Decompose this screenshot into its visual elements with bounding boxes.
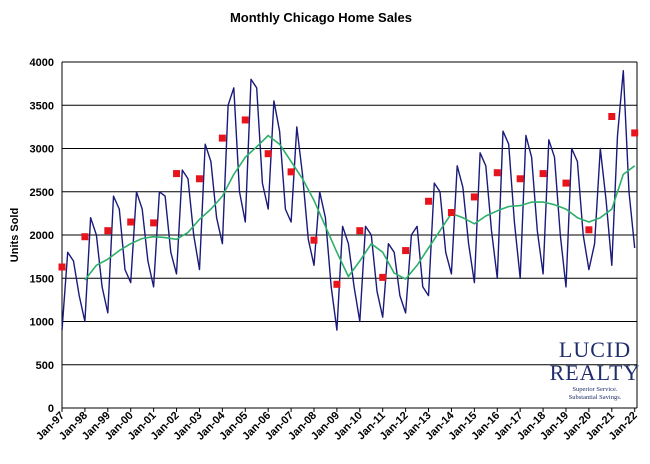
annual-marker-0 (58, 263, 66, 271)
annual-marker-6 (195, 175, 203, 183)
logo-line1: LUCID (559, 337, 631, 362)
annual-marker-13 (356, 227, 364, 235)
annual-marker-24 (608, 112, 616, 120)
y-tick-label-5: 2500 (30, 187, 54, 199)
annual-marker-14 (379, 273, 387, 281)
chart-title: Monthly Chicago Home Sales (230, 10, 412, 25)
lucid-realty-logo: LUCID REALTY Superior Service. Substanti… (550, 337, 641, 401)
annual-marker-5 (173, 170, 181, 178)
annual-marker-3 (127, 218, 135, 226)
y-tick-label-0: 0 (48, 403, 54, 415)
annual-marker-8 (241, 116, 249, 124)
logo-tagline1: Superior Service. (572, 386, 618, 393)
annual-marker-25 (631, 129, 639, 137)
moving-average-line (84, 134, 636, 281)
annual-marker-17 (447, 209, 455, 217)
annual-marker-19 (493, 169, 501, 177)
y-tick-label-4: 2000 (30, 230, 54, 242)
logo-tagline2: Substantial Savings. (569, 394, 622, 401)
annual-marker-15 (402, 247, 410, 255)
y-tick-label-2: 1000 (30, 317, 54, 329)
annual-marker-2 (104, 227, 112, 235)
y-tick-label-1: 500 (36, 360, 54, 372)
annual-marker-18 (470, 193, 478, 201)
annual-marker-4 (150, 219, 158, 227)
y-axis-label: Units Sold (9, 208, 21, 262)
annual-marker-1 (81, 233, 89, 241)
series-group (61, 69, 636, 331)
annual-marker-10 (287, 168, 295, 176)
logo-line2: REALTY (550, 360, 641, 385)
annual-marker-21 (539, 170, 547, 178)
y-tick-label-8: 4000 (30, 57, 54, 69)
annual-marker-9 (264, 150, 272, 158)
annual-markers (58, 112, 639, 288)
annual-marker-16 (425, 197, 433, 205)
annual-marker-7 (218, 134, 226, 142)
y-tick-label-7: 3500 (30, 100, 54, 112)
x-tick-labels: Jan-97Jan-98Jan-99Jan-00Jan-01Jan-02Jan-… (34, 409, 640, 443)
y-tick-labels: 0 500 1000 1500 2000 2500 3000 3500 4000 (30, 57, 54, 415)
monthly-sales-line (61, 69, 636, 331)
annual-marker-11 (310, 236, 318, 244)
annual-marker-22 (562, 179, 570, 187)
y-tick-label-3: 1500 (30, 273, 54, 285)
gridlines (61, 61, 638, 412)
annual-marker-12 (333, 280, 341, 288)
annual-marker-20 (516, 175, 524, 183)
annual-marker-23 (585, 226, 593, 234)
y-tick-label-6: 3000 (30, 144, 54, 156)
